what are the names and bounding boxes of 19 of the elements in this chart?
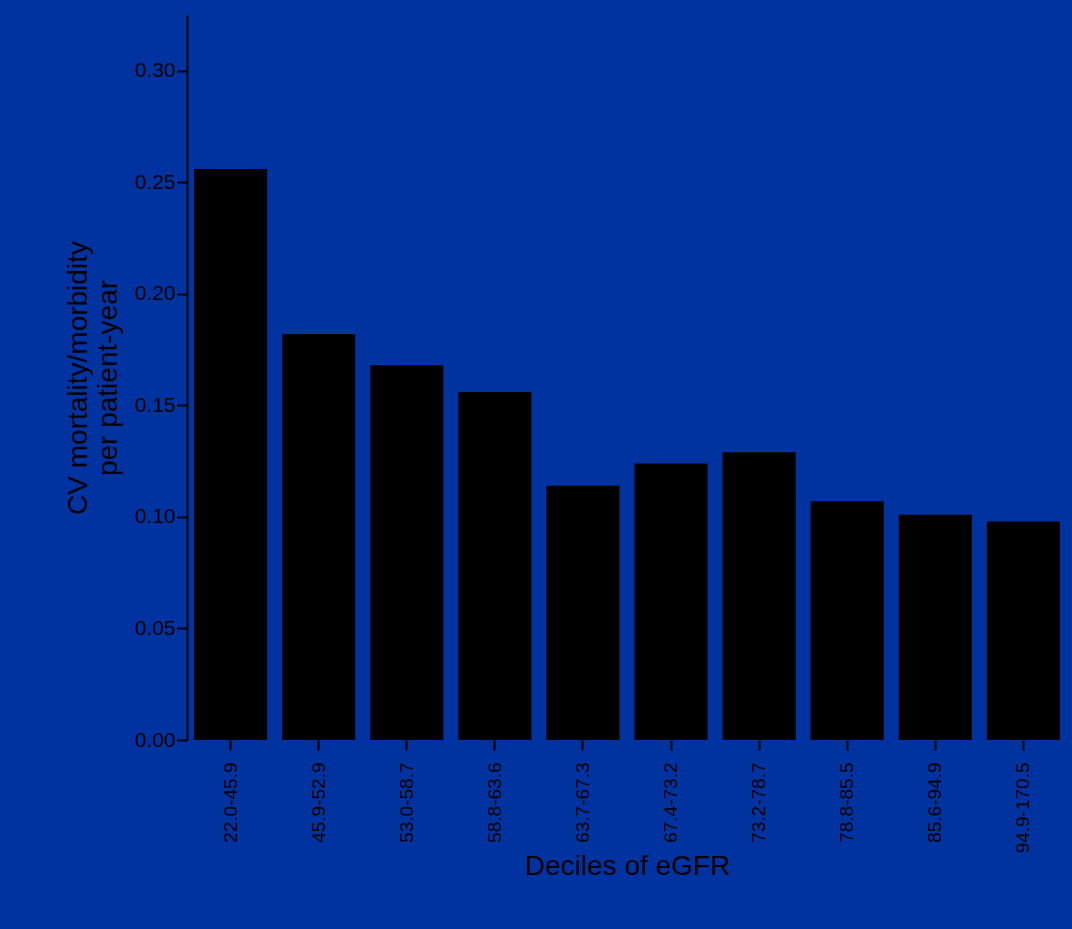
x-tick-label: 94.9-170.5 bbox=[1012, 762, 1034, 854]
y-tick-label: 0.30 bbox=[134, 58, 176, 82]
y-tick-label: 0.00 bbox=[134, 727, 176, 751]
x-tick-label: 78.8-85.5 bbox=[836, 762, 858, 843]
y-tick-label: 0.05 bbox=[134, 615, 176, 639]
y-tick-label: 0.20 bbox=[134, 281, 176, 305]
x-tick-label: 58.8-63.6 bbox=[483, 762, 505, 843]
x-tick-label: 53.0-58.7 bbox=[395, 762, 417, 843]
x-axis-title: Deciles of eGFR bbox=[524, 850, 731, 882]
x-tick-label: 22.0-45.9 bbox=[219, 762, 241, 843]
x-tick-label: 67.4-73.2 bbox=[660, 762, 682, 843]
y-axis-title: CV mortality/morbidity per patient-year bbox=[61, 241, 123, 515]
x-tick-label: 45.9-52.9 bbox=[307, 762, 329, 843]
y-tick-label: 0.25 bbox=[134, 169, 176, 193]
x-tick-label: 85.6-94.9 bbox=[924, 762, 946, 843]
x-tick-label: 73.2-78.7 bbox=[748, 762, 770, 843]
y-tick-label: 0.15 bbox=[134, 392, 176, 416]
y-tick-label: 0.10 bbox=[134, 504, 176, 528]
x-tick-label: 63.7-67.3 bbox=[571, 762, 593, 843]
